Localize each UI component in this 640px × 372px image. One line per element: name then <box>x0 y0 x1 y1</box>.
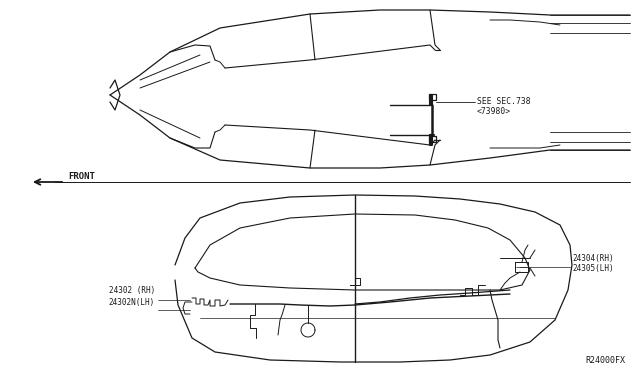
Text: <73980>: <73980> <box>477 107 511 116</box>
Text: 24302N(LH): 24302N(LH) <box>109 298 155 307</box>
Text: SEE SEC.738: SEE SEC.738 <box>477 97 531 106</box>
Bar <box>429 94 436 100</box>
Text: 24302 (RH): 24302 (RH) <box>109 286 155 295</box>
Text: R24000FX: R24000FX <box>585 356 625 365</box>
Text: FRONT: FRONT <box>68 172 95 181</box>
Text: 24304(RH): 24304(RH) <box>572 254 614 263</box>
Text: 24305(LH): 24305(LH) <box>572 264 614 273</box>
Bar <box>429 136 436 142</box>
